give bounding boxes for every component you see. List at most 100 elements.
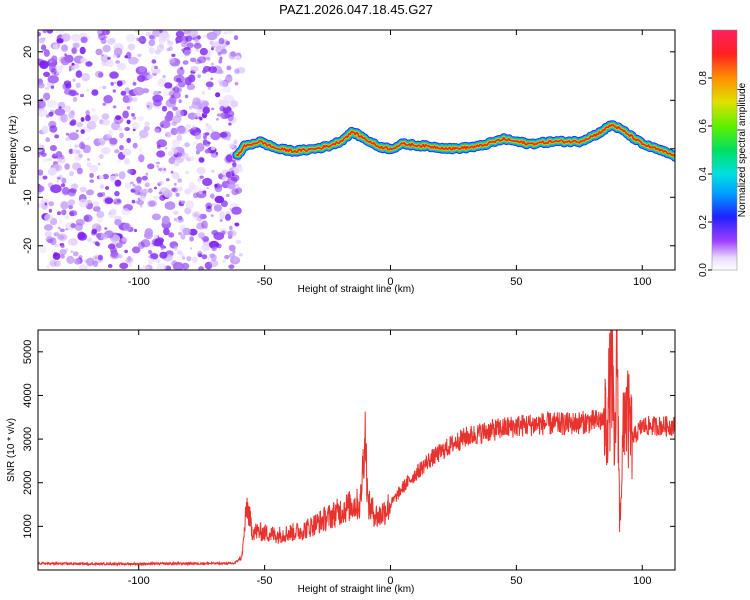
- noise-speck: [145, 101, 153, 111]
- noise-speck: [102, 30, 110, 36]
- y-tick-label: 2000: [22, 470, 34, 494]
- noise-speck: [89, 179, 94, 183]
- noise-speck: [198, 253, 203, 258]
- noise-speck: [115, 115, 122, 121]
- noise-speck: [132, 79, 135, 82]
- noise-speck: [140, 239, 151, 248]
- noise-speck: [47, 157, 52, 162]
- x-tick-label: -100: [128, 575, 150, 587]
- noise-speck: [101, 54, 104, 57]
- figure-title: PAZ1.2026.047.18.45.G27: [279, 2, 433, 17]
- noise-speck: [218, 59, 223, 64]
- noise-speck: [102, 44, 111, 53]
- noise-speck: [49, 145, 57, 152]
- noise-speck: [198, 232, 205, 239]
- noise-speck: [198, 116, 202, 120]
- noise-speck: [38, 32, 41, 37]
- noise-speck: [70, 119, 77, 126]
- noise-speck: [69, 211, 75, 217]
- noise-speck: [87, 158, 90, 161]
- noise-speck: [219, 219, 223, 222]
- noise-speck: [131, 199, 136, 204]
- noise-speck: [212, 202, 217, 206]
- noise-speck: [163, 227, 170, 236]
- noise-speck: [175, 211, 178, 214]
- noise-speck: [61, 177, 67, 184]
- noise-speck: [68, 111, 75, 119]
- noise-speck: [226, 136, 231, 141]
- noise-speck: [60, 244, 65, 249]
- noise-speck: [75, 82, 81, 89]
- noise-speck: [203, 135, 207, 140]
- noise-speck: [55, 30, 64, 35]
- noise-speck: [97, 192, 103, 198]
- noise-speck: [205, 122, 209, 127]
- noise-speck: [152, 94, 164, 103]
- y-tick-label: 4000: [22, 383, 34, 407]
- noise-speck: [103, 234, 109, 240]
- noise-speck: [208, 240, 220, 249]
- noise-speck: [227, 30, 234, 34]
- noise-speck: [195, 48, 200, 52]
- noise-speck: [207, 141, 211, 145]
- noise-speck: [41, 125, 49, 134]
- noise-speck: [132, 184, 136, 187]
- noise-speck: [126, 137, 131, 144]
- noise-speck: [145, 31, 151, 37]
- noise-speck: [106, 132, 113, 138]
- noise-speck: [58, 106, 62, 109]
- noise-speck: [98, 153, 104, 160]
- noise-speck: [42, 175, 48, 180]
- noise-speck: [189, 236, 195, 242]
- noise-speck: [162, 75, 166, 79]
- noise-speck: [139, 195, 147, 201]
- noise-speck: [101, 113, 110, 120]
- noise-speck: [65, 113, 74, 122]
- noise-speck: [219, 105, 225, 112]
- noise-speck: [67, 188, 77, 197]
- noise-speck: [92, 201, 99, 207]
- noise-speck: [107, 243, 116, 250]
- noise-speck: [76, 92, 79, 96]
- noise-speck: [99, 184, 105, 189]
- noise-speck: [189, 49, 193, 53]
- noise-speck: [47, 100, 58, 108]
- noise-speck: [54, 153, 59, 158]
- noise-speck: [158, 32, 170, 41]
- noise-speck: [91, 89, 99, 96]
- noise-speck: [158, 180, 164, 185]
- noise-speck: [116, 62, 127, 71]
- noise-speck: [153, 195, 160, 200]
- snr-series-line: [38, 330, 675, 567]
- noise-speck: [109, 137, 118, 145]
- noise-speck: [208, 66, 217, 74]
- noise-speck: [104, 227, 108, 230]
- noise-speck: [220, 48, 228, 55]
- snr-axes: -100 -50 0 50 100 1000 2000 3000 4000 5000: [22, 330, 675, 587]
- noise-speck: [182, 60, 189, 65]
- noise-speck: [223, 31, 228, 35]
- noise-speck: [224, 113, 231, 119]
- noise-speck: [94, 256, 98, 260]
- noise-speck: [112, 89, 116, 93]
- noise-speck: [102, 173, 109, 180]
- noise-speck: [97, 30, 105, 37]
- noise-speck: [220, 200, 228, 208]
- noise-speck: [181, 48, 185, 52]
- noise-speck: [123, 158, 130, 165]
- noise-speck: [61, 33, 71, 42]
- noise-speck: [153, 186, 158, 190]
- noise-speck: [45, 114, 50, 118]
- noise-speck: [219, 56, 223, 60]
- noise-speck: [68, 204, 73, 210]
- noise-speck: [117, 159, 122, 163]
- noise-speck: [234, 68, 240, 75]
- noise-speck: [44, 213, 54, 222]
- noise-speck: [68, 132, 79, 141]
- noise-speck: [192, 192, 199, 199]
- noise-speck: [182, 227, 192, 236]
- noise-speck: [185, 35, 193, 42]
- noise-speck: [158, 191, 163, 195]
- noise-speck: [228, 122, 232, 126]
- noise-speck: [76, 167, 83, 175]
